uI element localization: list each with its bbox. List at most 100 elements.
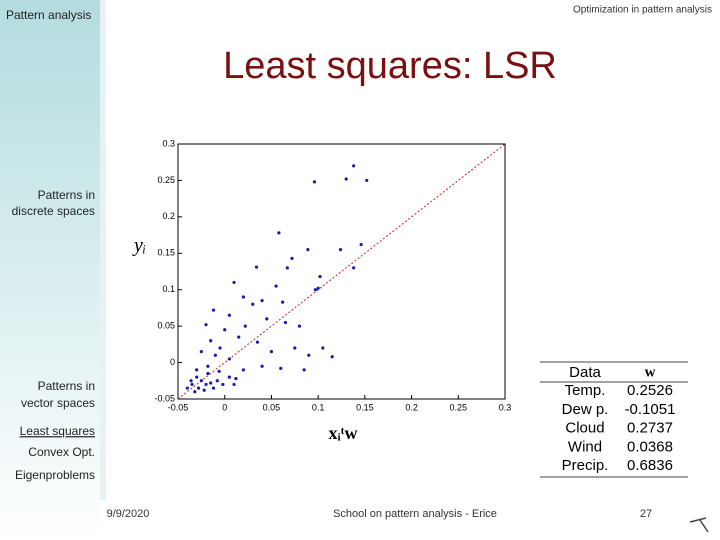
- table-cell: Precip.: [562, 457, 609, 474]
- x-tick-label: 0.2: [405, 402, 418, 412]
- point: [199, 379, 203, 383]
- point: [234, 377, 238, 381]
- plot-frame: [177, 143, 506, 400]
- point: [206, 364, 210, 368]
- x-tick-label: 0.05: [263, 402, 281, 412]
- point: [232, 280, 236, 285]
- point: [285, 266, 289, 270]
- table-header: w: [645, 364, 656, 380]
- corner-mark: [689, 517, 709, 533]
- point: [312, 180, 317, 184]
- table-cell: Dew p.: [562, 401, 609, 418]
- point: [307, 353, 311, 357]
- footer-center: School on pattern analysis - Erice: [333, 508, 497, 520]
- point: [215, 379, 219, 383]
- table-cell: 0.2526: [627, 382, 673, 399]
- point: [255, 340, 260, 344]
- y-tick-label: 0: [170, 357, 175, 367]
- point: [199, 350, 203, 354]
- header-right: Optimization in pattern analysis: [573, 5, 712, 16]
- table-cell: Temp.: [565, 382, 606, 399]
- y-axis-label: yᵢ: [132, 235, 146, 257]
- point: [211, 386, 216, 390]
- x-tick-label: 0.1: [312, 402, 325, 412]
- y-tick-label: 0.2: [162, 211, 175, 221]
- x-tick-label: 0.25: [450, 402, 468, 412]
- header-left: Pattern analysis: [6, 8, 91, 22]
- point: [195, 368, 199, 372]
- point: [217, 369, 221, 373]
- point: [265, 317, 269, 321]
- point: [227, 313, 231, 317]
- point: [283, 320, 288, 325]
- table-cell: 0.6836: [627, 457, 673, 474]
- sidebar-item: Convex Opt.: [28, 445, 95, 459]
- point: [338, 248, 343, 252]
- point: [313, 288, 317, 292]
- point: [241, 295, 245, 299]
- y-tick-label: 0.05: [157, 321, 175, 331]
- point: [293, 346, 297, 350]
- point: [223, 328, 227, 332]
- point: [330, 355, 334, 359]
- page-number: 27: [640, 508, 652, 520]
- table-cell: Wind: [568, 438, 602, 455]
- reference-line: [177, 143, 506, 400]
- point: [318, 275, 322, 279]
- x-tick-label: 0.3: [499, 402, 512, 412]
- point: [195, 375, 199, 379]
- point: [352, 164, 356, 168]
- point: [185, 386, 189, 390]
- point: [189, 379, 193, 383]
- point: [344, 177, 348, 181]
- point: [316, 286, 320, 290]
- point: [352, 266, 356, 270]
- point: [211, 308, 216, 312]
- point: [269, 350, 274, 354]
- y-tick-label: 0.25: [157, 175, 175, 185]
- sidebar-item: Eigenproblems: [15, 468, 95, 482]
- table-cell: -0.1051: [625, 401, 676, 418]
- table-cell: Cloud: [565, 420, 604, 437]
- point: [321, 346, 325, 350]
- point: [281, 300, 285, 304]
- point: [359, 242, 363, 247]
- point: [302, 368, 306, 372]
- y-tick-label: 0.3: [162, 138, 175, 148]
- point: [237, 335, 241, 339]
- point: [365, 178, 369, 183]
- point: [260, 364, 264, 368]
- point: [221, 382, 225, 387]
- point: [204, 382, 208, 387]
- point: [277, 231, 281, 235]
- table-cell: 0.0368: [627, 438, 673, 455]
- point: [243, 324, 247, 328]
- point: [209, 381, 213, 385]
- point: [232, 382, 236, 387]
- sidebar-item: Patterns in discrete spaces: [12, 188, 95, 218]
- point: [193, 390, 197, 394]
- point: [279, 366, 283, 370]
- point: [306, 248, 310, 252]
- point: [196, 386, 201, 390]
- sidebar-line: Patterns in: [38, 379, 95, 393]
- point: [260, 299, 264, 303]
- point: [241, 368, 245, 372]
- y-tick-label: 0.1: [162, 284, 175, 294]
- point: [274, 284, 278, 288]
- point: [213, 353, 217, 357]
- sidebar-item: Least squares: [20, 424, 95, 438]
- point: [218, 346, 222, 350]
- point: [190, 382, 194, 387]
- sidebar-line: discrete spaces: [12, 204, 95, 218]
- point: [290, 256, 294, 260]
- sidebar-item: Patterns in vector spaces: [21, 379, 95, 410]
- point: [227, 357, 231, 361]
- point: [227, 375, 231, 379]
- footer-date: 9/9/2020: [107, 508, 150, 520]
- x-axis-label: xᵢᵗw: [328, 423, 357, 443]
- x-tick-label: 0.15: [356, 402, 374, 412]
- x-tick-label: -0.05: [168, 402, 189, 412]
